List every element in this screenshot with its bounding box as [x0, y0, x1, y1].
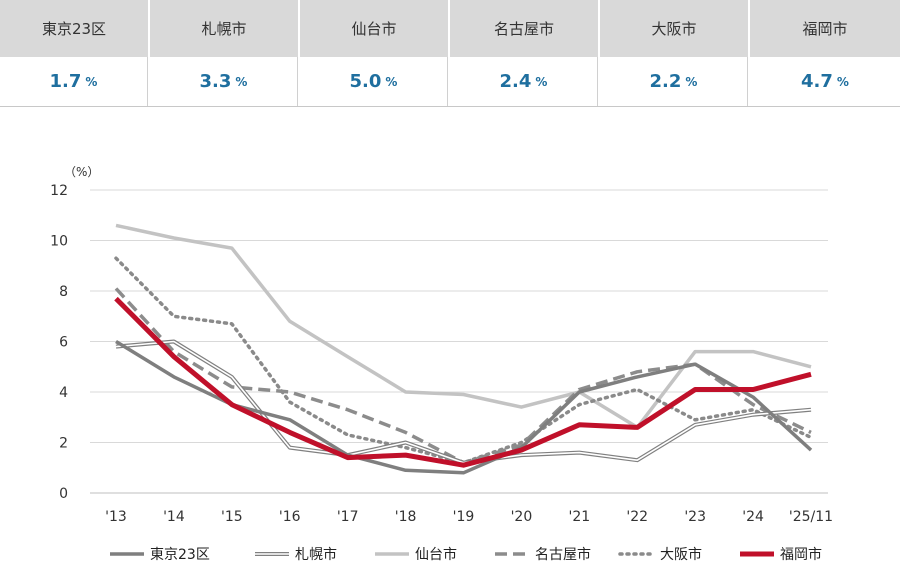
series-line	[114, 287, 812, 465]
summary-unit: %	[685, 74, 698, 89]
summary-value-cell: 5.0%	[300, 57, 448, 106]
series-line	[115, 340, 813, 475]
summary-value-cell: 1.7%	[0, 57, 148, 106]
summary-unit: %	[535, 74, 548, 89]
summary-value: 1.7	[49, 71, 82, 92]
legend-label: 東京23区	[150, 547, 210, 563]
x-tick-label: '24	[742, 509, 764, 525]
y-tick-label: 4	[59, 385, 68, 401]
summary-value: 3.3	[199, 71, 232, 92]
x-tick-label: '22	[626, 509, 648, 525]
y-unit-label: （%）	[64, 165, 99, 179]
summary-city: 東京23区	[0, 0, 148, 57]
summary-cell-tokyo: 東京23区 1.7%	[0, 0, 150, 106]
series-line	[114, 256, 813, 465]
summary-city: 名古屋市	[450, 0, 598, 57]
summary-value-cell: 3.3%	[150, 57, 298, 106]
series-line	[115, 223, 812, 430]
summary-cell-osaka: 大阪市 2.2%	[600, 0, 750, 106]
summary-cell-nagoya: 名古屋市 2.4%	[450, 0, 600, 106]
summary-value-cell: 2.2%	[600, 57, 748, 106]
summary-unit: %	[836, 74, 849, 89]
y-tick-label: 8	[59, 284, 68, 300]
summary-city: 福岡市	[750, 0, 900, 57]
x-tick-label: '21	[568, 509, 590, 525]
legend-label: 名古屋市	[535, 546, 591, 563]
legend-label: 仙台市	[415, 546, 457, 563]
summary-unit: %	[235, 74, 248, 89]
summary-value: 2.2	[649, 71, 682, 92]
y-tick-label: 0	[59, 486, 68, 502]
y-tick-label: 12	[50, 183, 68, 199]
summary-value: 2.4	[499, 71, 532, 92]
chart-series	[114, 223, 813, 475]
summary-city: 札幌市	[150, 0, 298, 57]
summary-unit: %	[85, 74, 98, 89]
x-tick-label: '14	[163, 509, 185, 525]
x-tick-label: '17	[337, 509, 359, 525]
legend-label: 大阪市	[660, 546, 702, 563]
summary-city: 大阪市	[600, 0, 748, 57]
legend-label: 札幌市	[295, 546, 337, 563]
summary-table: 東京23区 1.7% 札幌市 3.3% 仙台市 5.0% 名古屋市 2.4% 大…	[0, 0, 900, 107]
series-line	[115, 339, 812, 465]
y-tick-label: 6	[59, 335, 68, 351]
x-tick-label: '18	[395, 509, 417, 525]
x-tick-label: '15	[221, 509, 243, 525]
x-tick-label: '19	[453, 509, 475, 525]
legend-label: 福岡市	[780, 546, 822, 563]
summary-value: 4.7	[801, 71, 833, 92]
summary-value-cell: 4.7%	[750, 57, 900, 106]
y-tick-label: 2	[59, 436, 68, 452]
chart-legend: 東京23区 札幌市 仙台市 名古屋市 大阪市 福岡市	[110, 546, 822, 563]
chart-gridlines	[90, 189, 828, 494]
summary-unit: %	[385, 74, 398, 89]
y-tick-label: 10	[50, 234, 68, 250]
x-tick-label: '13	[105, 509, 127, 525]
summary-cell-fukuoka: 福岡市 4.7%	[750, 0, 900, 106]
x-tick-label: '20	[511, 509, 533, 525]
x-tick-label: '23	[684, 509, 706, 525]
summary-value: 5.0	[349, 71, 382, 92]
x-tick-label: '25/11	[789, 509, 833, 525]
summary-city: 仙台市	[300, 0, 448, 57]
line-chart: 0 2 4 6 8 10 12 （%） '13 '14 '15 '16 '17 '18 '19 '20 '21…	[50, 165, 833, 563]
series-line	[114, 296, 812, 468]
summary-value-cell: 2.4%	[450, 57, 598, 106]
x-tick-label: '16	[279, 509, 301, 525]
summary-cell-sapporo: 札幌市 3.3%	[150, 0, 300, 106]
summary-cell-sendai: 仙台市 5.0%	[300, 0, 450, 106]
x-axis: '13 '14 '15 '16 '17 '18 '19 '20 '21 '22 '23 '24 '25/…	[105, 509, 833, 525]
series-line	[115, 340, 812, 464]
y-axis: 0 2 4 6 8 10 12 （%）	[50, 165, 99, 502]
